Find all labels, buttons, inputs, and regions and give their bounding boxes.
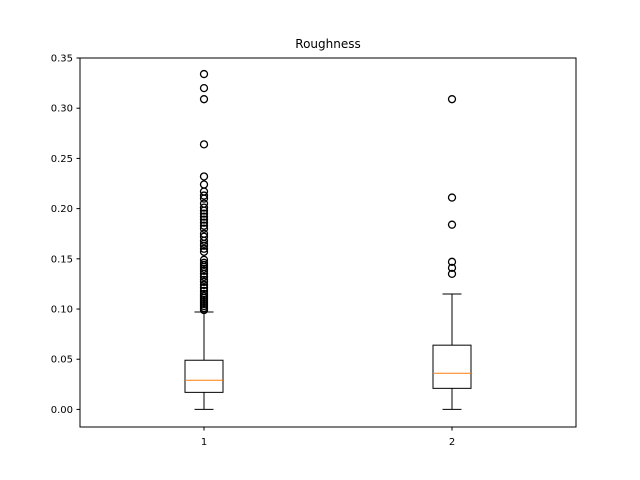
- outlier-point: [447, 193, 457, 202]
- outlier-point: [199, 258, 209, 267]
- outlier-point: [199, 191, 209, 200]
- box-group: [432, 95, 472, 410]
- outlier-point: [199, 232, 209, 241]
- outlier-point: [447, 95, 457, 104]
- outlier-point: [199, 289, 209, 299]
- outlier-point: [199, 95, 209, 104]
- y-tick-label: 0.30: [51, 104, 73, 115]
- y-tick-label: 0.00: [51, 405, 73, 416]
- box-group: [184, 69, 224, 410]
- y-tick-label: 0.10: [51, 305, 73, 316]
- outlier-point: [447, 263, 457, 273]
- x-tick-label: 2: [449, 437, 455, 448]
- outlier-point: [447, 269, 457, 279]
- outlier-point: [199, 247, 209, 256]
- outlier-point: [199, 224, 209, 233]
- outlier-point: [199, 218, 209, 227]
- outlier-point: [199, 275, 209, 285]
- outlier-point: [447, 220, 457, 229]
- outlier-point: [199, 283, 209, 293]
- outlier-point: [199, 221, 209, 230]
- outlier-point: [199, 180, 209, 189]
- chart-title: Roughness: [295, 37, 360, 51]
- outlier-point: [199, 209, 209, 218]
- y-tick-label: 0.35: [51, 54, 73, 65]
- outlier-point: [199, 286, 209, 296]
- y-tick-label: 0.05: [51, 355, 73, 366]
- outlier-point: [199, 244, 209, 253]
- outlier-point: [199, 255, 209, 264]
- box: [432, 344, 472, 389]
- y-tick-label: 0.15: [51, 254, 73, 265]
- y-tick-label: 0.20: [51, 204, 73, 215]
- outlier-point: [199, 199, 209, 208]
- x-tick-label: 1: [201, 437, 207, 448]
- outlier-point: [199, 272, 209, 282]
- outlier-point: [199, 215, 209, 224]
- outlier-point: [199, 172, 209, 181]
- plot-frame: [79, 57, 577, 428]
- outlier-point: [199, 203, 209, 212]
- outlier-point: [199, 69, 209, 79]
- outlier-point: [199, 140, 209, 149]
- outlier-point: [447, 257, 457, 266]
- y-tick-label: 0.25: [51, 154, 73, 165]
- box-series: [184, 69, 472, 410]
- outlier-point: [199, 229, 209, 238]
- y-axis: 0.00 0.05 0.10 0.15 0.20 0.25 0.30 0.35: [51, 54, 80, 416]
- outlier-point: [199, 280, 209, 290]
- outlier-point: [199, 212, 209, 221]
- outlier-point: [199, 83, 209, 93]
- box: [184, 359, 224, 393]
